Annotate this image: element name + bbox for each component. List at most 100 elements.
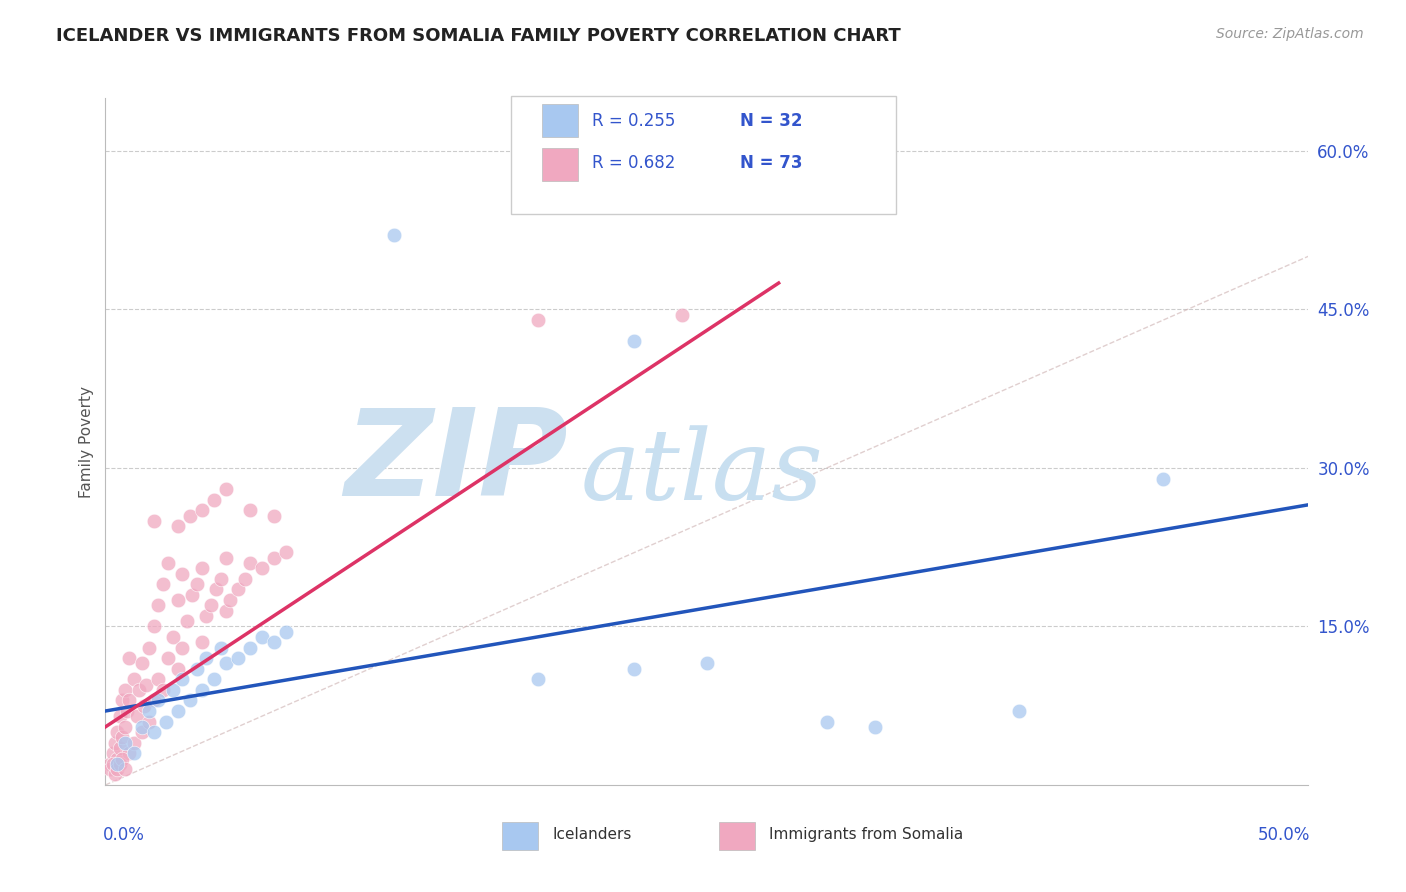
Point [118, 746, 141, 760]
Point [138, 704, 160, 718]
Point [190, 561, 212, 575]
Point [195, 608, 218, 623]
Text: R = 0.682: R = 0.682 [592, 154, 676, 172]
Point [156, 651, 179, 665]
Point [176, 614, 198, 628]
Text: N = 32: N = 32 [740, 112, 803, 129]
Point [172, 640, 194, 655]
Text: 50.0%: 50.0% [1257, 826, 1310, 844]
Point [155, 714, 177, 729]
Text: Immigrants from Somalia: Immigrants from Somalia [769, 827, 963, 842]
Point [274, 545, 297, 559]
Point [179, 693, 201, 707]
Text: ZIP: ZIP [344, 404, 568, 521]
Point [107, 751, 129, 765]
Point [250, 561, 273, 575]
Point [101, 746, 124, 760]
Point [166, 593, 188, 607]
Text: R = 0.255: R = 0.255 [592, 112, 676, 129]
Point [239, 640, 262, 655]
Point [214, 482, 236, 496]
Point [138, 714, 160, 729]
Point [527, 673, 550, 687]
Point [186, 662, 208, 676]
Point [108, 756, 131, 771]
Point [172, 673, 194, 687]
Point [226, 582, 249, 597]
Point [205, 582, 228, 597]
Point [863, 720, 886, 734]
FancyBboxPatch shape [502, 822, 538, 850]
Point [815, 714, 838, 729]
Point [263, 635, 285, 649]
Point [172, 566, 194, 581]
Point [98, 762, 121, 776]
Point [162, 630, 184, 644]
Point [202, 673, 225, 687]
Text: 0.0%: 0.0% [103, 826, 145, 844]
Text: ICELANDER VS IMMIGRANTS FROM SOMALIA FAMILY POVERTY CORRELATION CHART: ICELANDER VS IMMIGRANTS FROM SOMALIA FAM… [56, 27, 901, 45]
Point [166, 519, 188, 533]
Point [114, 682, 136, 697]
Point [108, 741, 131, 756]
Point [104, 767, 127, 781]
Point [195, 651, 218, 665]
Point [186, 577, 208, 591]
Point [226, 651, 249, 665]
Point [107, 762, 129, 776]
Point [263, 550, 285, 565]
Point [108, 709, 131, 723]
FancyBboxPatch shape [541, 104, 578, 137]
Point [125, 709, 148, 723]
Point [111, 751, 134, 765]
Point [214, 550, 236, 565]
Point [124, 673, 146, 687]
Point [202, 492, 225, 507]
Point [114, 736, 136, 750]
Point [214, 604, 236, 618]
Point [152, 577, 174, 591]
Point [209, 640, 232, 655]
Point [142, 725, 165, 739]
Point [239, 503, 262, 517]
Point [131, 725, 153, 739]
Point [1152, 471, 1174, 485]
Point [124, 746, 146, 760]
FancyBboxPatch shape [718, 822, 755, 850]
Point [671, 308, 693, 322]
Point [138, 640, 160, 655]
Point [181, 588, 204, 602]
Point [1008, 704, 1031, 718]
Point [162, 682, 184, 697]
Point [214, 657, 236, 671]
Point [250, 630, 273, 644]
Point [107, 725, 129, 739]
Y-axis label: Family Poverty: Family Poverty [79, 385, 94, 498]
Point [115, 704, 138, 718]
Point [135, 677, 157, 691]
Point [623, 662, 645, 676]
Text: Source: ZipAtlas.com: Source: ZipAtlas.com [1216, 27, 1364, 41]
Point [132, 698, 155, 713]
Point [190, 503, 212, 517]
Point [128, 682, 150, 697]
Point [152, 682, 174, 697]
Point [382, 228, 405, 243]
Point [131, 720, 153, 734]
Point [209, 572, 232, 586]
Point [148, 673, 170, 687]
Point [142, 619, 165, 633]
Point [114, 720, 136, 734]
FancyBboxPatch shape [541, 147, 578, 180]
Point [114, 762, 136, 776]
Point [696, 657, 718, 671]
Point [104, 736, 127, 750]
Point [156, 556, 179, 570]
Point [98, 756, 121, 771]
Text: N = 73: N = 73 [740, 154, 803, 172]
Point [200, 599, 222, 613]
Point [107, 756, 129, 771]
Point [111, 731, 134, 745]
Text: Icelanders: Icelanders [553, 827, 633, 842]
Point [233, 572, 256, 586]
